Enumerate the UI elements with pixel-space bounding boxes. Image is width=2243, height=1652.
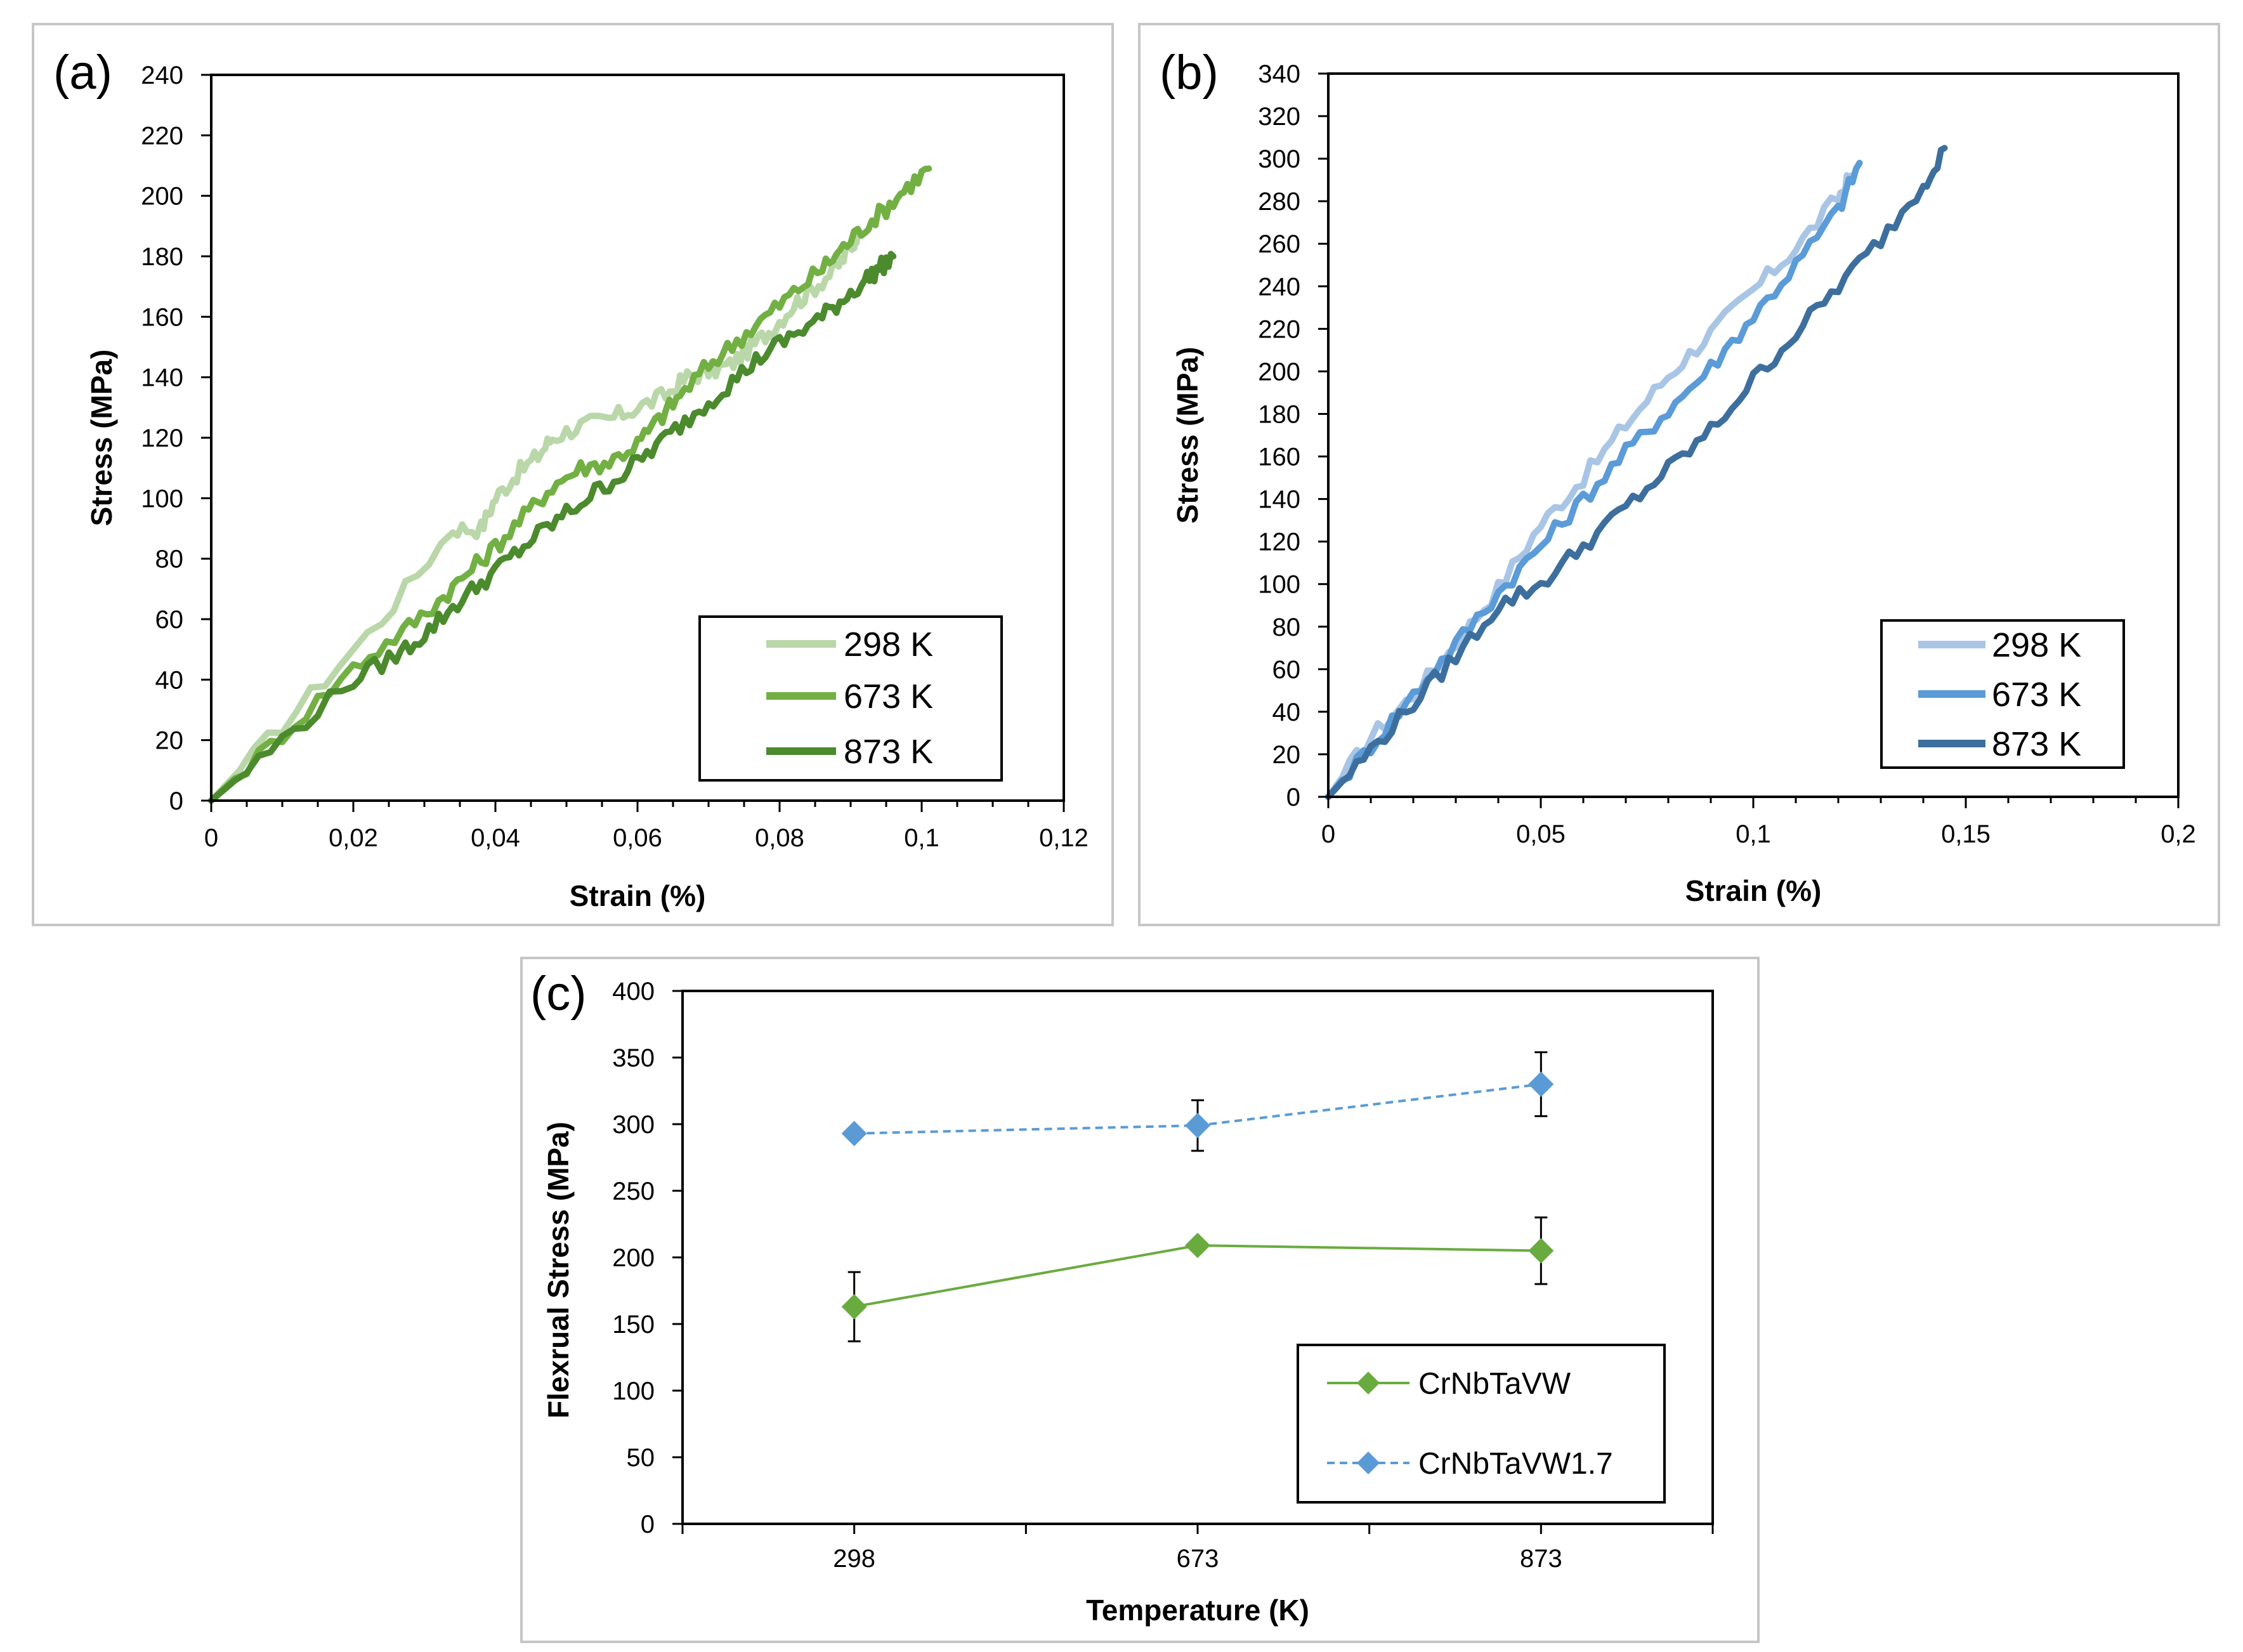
panel-c-y-tick-label: 100	[612, 1377, 655, 1405]
panel-a-legend: 298 K 673 K 873 K	[698, 615, 1003, 782]
panel-a-x-tick-label: 0,1	[904, 824, 939, 852]
panel-c-data-point-crnbtavw	[1528, 1238, 1554, 1264]
panel-a-y-tick-label: 100	[141, 485, 183, 513]
panel-c-y-tick-label: 0	[641, 1511, 655, 1538]
panel-c-y-tick-label: 400	[612, 978, 655, 1006]
panel-c-y-tick-label: 50	[627, 1444, 655, 1472]
panel-c-y-tick-label: 150	[612, 1311, 655, 1339]
panel-a-series-line-673k	[208, 165, 932, 804]
panel-a-y-tick-label: 200	[141, 183, 183, 211]
panel-b-y-tick-label: 260	[1258, 230, 1300, 258]
panel-b-x-tick-label: 0,1	[1736, 820, 1771, 848]
panel-b-y-axis-title: Stress (MPa)	[1171, 347, 1204, 524]
panel-a-y-tick-label: 220	[141, 122, 183, 150]
panel-c-legend-label-crnbtavw: CrNbTaVW	[1418, 1367, 1571, 1401]
panel-a-y-tick-label: 20	[155, 727, 184, 755]
panel-b-y-tick-label: 80	[1272, 613, 1301, 641]
panel-c-legend-label-crnbtavw17: CrNbTaVW1.7	[1418, 1447, 1613, 1481]
panel-a-x-tick-label: 0,04	[471, 824, 520, 852]
panel-c-chart: (c) 0 50 100 150 200 250 300 350 400 298 673 873 Te…	[530, 967, 1714, 1627]
panel-c-x-tick-label: 298	[833, 1545, 875, 1573]
panel-a-legend-label-873k: 873 K	[844, 733, 933, 771]
panel-c-legend-marker-crnbtavw	[1357, 1372, 1380, 1394]
panel-b-frame	[1138, 23, 2220, 926]
panel-a-label: (a)	[53, 46, 112, 100]
panel-b-y-tick-label: 240	[1258, 273, 1300, 301]
panel-c-data-point-crnbtavw	[841, 1294, 867, 1320]
panel-a-x-tick-label: 0	[204, 824, 218, 852]
panel-b-series-line-873k	[1325, 145, 1948, 800]
panel-b-y-tick-label: 20	[1272, 741, 1301, 769]
panel-b-legend-label-298k: 298 K	[1992, 626, 2081, 664]
panel-b-legend-label-673k: 673 K	[1992, 676, 2081, 714]
panel-b-y-tick-label: 140	[1258, 486, 1300, 514]
panel-a-y-tick-label: 240	[141, 62, 183, 89]
panel-a-y-tick-label: 160	[141, 303, 183, 331]
panel-b-y-tick-label: 160	[1258, 443, 1300, 471]
panel-b-y-tick-label: 220	[1258, 315, 1300, 343]
panel-c-data-point-crnbtavw17	[1528, 1072, 1554, 1097]
panel-c-x-tick-label: 873	[1520, 1545, 1562, 1573]
panel-b-label: (b)	[1160, 46, 1219, 100]
panel-b-x-tick-label: 0,15	[1941, 820, 1991, 848]
panel-a-x-tick-label: 0,12	[1039, 824, 1089, 852]
panel-c-y-axis-title: Flexrual Stress (MPa)	[542, 1122, 575, 1419]
panel-a-chart: (a) 0 20 40 60 80 100 120 140 160 180 200 220 240 0 0,…	[53, 46, 1089, 912]
panel-c-data-point-crnbtavw17	[841, 1120, 867, 1146]
panel-c-data-point-crnbtavw	[1185, 1233, 1210, 1259]
panel-c-x-tick-label: 673	[1177, 1545, 1219, 1573]
panel-c-legend-box	[1297, 1344, 1666, 1504]
panel-b-chart: (b) 0 20 40 60 80 100 120 140 160 180 200 220 240 260…	[1160, 46, 2196, 907]
panel-b-legend-label-873k: 873 K	[1992, 725, 2081, 763]
panel-c-y-tick-label: 250	[612, 1177, 655, 1205]
panel-c-legend-marker-crnbtavw17	[1357, 1452, 1380, 1474]
panel-a-y-tick-label: 80	[155, 546, 184, 574]
panel-a-series-line-873k	[208, 251, 897, 804]
panel-b-y-tick-label: 100	[1258, 571, 1300, 599]
panel-c-frame	[520, 957, 1760, 1643]
panel-b-y-tick-label: 60	[1272, 656, 1301, 684]
panel-a-y-tick-label: 120	[141, 424, 183, 452]
panel-c-legend: CrNbTaVW CrNbTaVW1.7	[1297, 1344, 1666, 1504]
panel-c-data-point-crnbtavw17	[1185, 1113, 1210, 1139]
panel-b-y-tick-label: 40	[1272, 698, 1301, 726]
panel-a-series-line-298k	[208, 228, 861, 804]
panel-c-label: (c)	[530, 967, 587, 1021]
panel-a-x-axis-title: Strain (%)	[570, 879, 706, 912]
panel-b-y-tick-label: 320	[1258, 103, 1300, 131]
panel-a-y-tick-label: 180	[141, 243, 183, 271]
panel-c-y-tick-label: 300	[612, 1111, 655, 1139]
panel-b-x-axis-title: Strain (%)	[1685, 874, 1822, 907]
panel-b-y-tick-label: 200	[1258, 358, 1300, 386]
panel-b-y-tick-label: 340	[1258, 60, 1300, 88]
panel-a-x-tick-label: 0,08	[755, 824, 804, 852]
panel-b-y-tick-label: 120	[1258, 528, 1300, 556]
panel-a-legend-box	[698, 615, 1003, 782]
panel-b-y-tick-label: 280	[1258, 188, 1300, 216]
panel-a-legend-label-298k: 298 K	[844, 626, 933, 664]
panel-b-y-tick-label: 180	[1258, 400, 1300, 428]
panel-b-x-tick-label: 0,2	[2161, 820, 2196, 848]
panel-a-x-tick-label: 0,06	[613, 824, 662, 852]
panel-a-y-tick-label: 40	[155, 666, 184, 694]
panel-c-y-tick-label: 350	[612, 1044, 655, 1072]
panel-a-y-tick-label: 60	[155, 606, 184, 634]
panel-c-y-tick-label: 200	[612, 1244, 655, 1272]
panel-c-x-axis-title: Temperature (K)	[1086, 1594, 1309, 1627]
panel-b-x-tick-label: 0,05	[1516, 820, 1566, 848]
panel-b-y-tick-label: 0	[1286, 783, 1300, 811]
panel-b-x-tick-label: 0	[1321, 820, 1335, 848]
panel-a-y-tick-label: 140	[141, 364, 183, 392]
panel-b-legend: 298 K 673 K 873 K	[1880, 619, 2125, 769]
panel-b-y-tick-label: 300	[1258, 145, 1300, 173]
panel-a-legend-label-673k: 673 K	[844, 678, 933, 716]
panel-a-y-tick-label: 0	[169, 787, 183, 815]
panel-a-y-axis-title: Stress (MPa)	[85, 350, 118, 527]
panel-a-x-tick-label: 0,02	[329, 824, 378, 852]
